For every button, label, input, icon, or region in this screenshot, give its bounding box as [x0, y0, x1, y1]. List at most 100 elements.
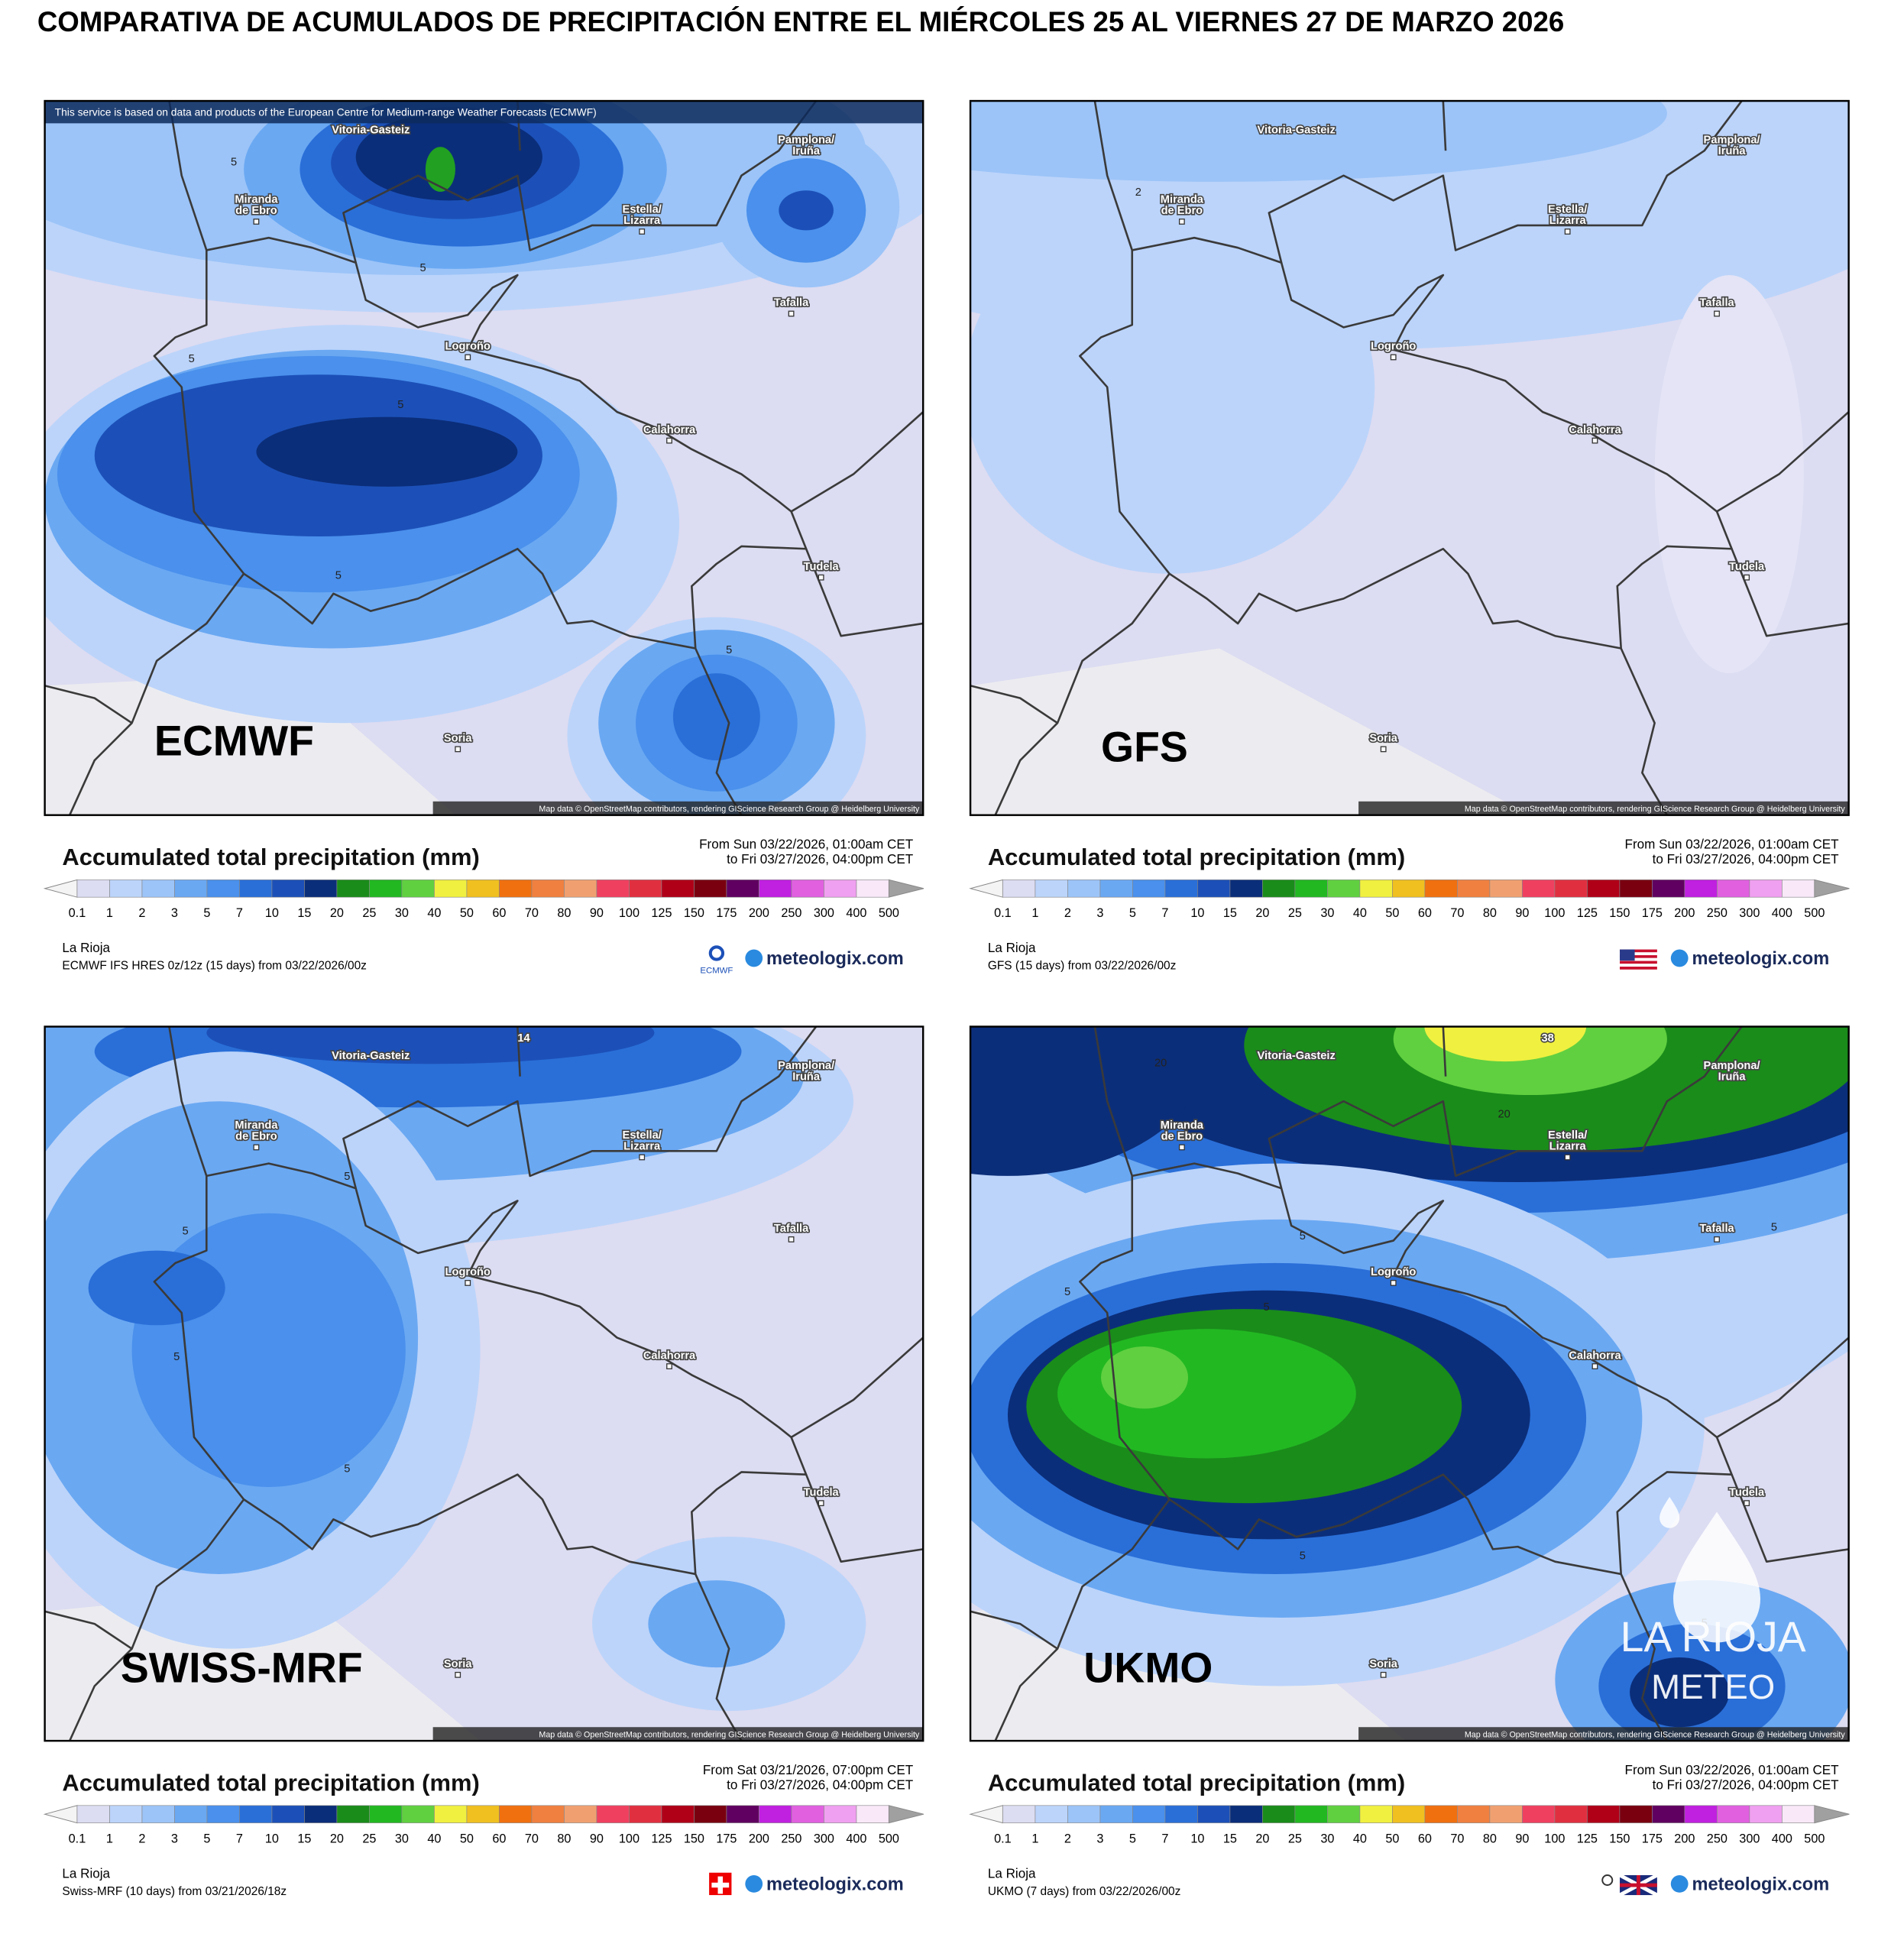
- period-to: to Fri 03/27/2026, 04:00pm CET: [1653, 852, 1840, 867]
- map-gfs: [970, 101, 1849, 815]
- brand: meteologix.com: [766, 1875, 904, 1895]
- place-dot: [253, 1144, 260, 1151]
- scale-swatch: [824, 880, 857, 898]
- scale-swatch: [1749, 1805, 1783, 1823]
- period-from: From Sun 03/22/2026, 01:00am CET: [699, 837, 914, 852]
- contour-label: 38: [1541, 1032, 1553, 1045]
- flag-stripe: [1620, 967, 1657, 970]
- place-label: Tudela: [1729, 1486, 1765, 1498]
- scale-label: 50: [460, 906, 474, 920]
- legend: Accumulated total precipitation (mm) From…: [969, 837, 1850, 973]
- place-dot: [1564, 1154, 1571, 1161]
- place-label: Logroño: [1371, 341, 1416, 353]
- place-label: de Ebro: [1161, 1131, 1203, 1143]
- scale-swatch: [694, 880, 727, 898]
- scale-label: 175: [716, 906, 737, 920]
- scale-swatch: [824, 1805, 857, 1823]
- scale-label: 25: [1288, 1832, 1302, 1846]
- logo-text: ECMWF: [700, 966, 733, 975]
- scale-swatch: [1197, 1805, 1231, 1823]
- scale-label: 3: [1096, 906, 1103, 920]
- scale-label: 125: [651, 1832, 672, 1846]
- scale-label: 70: [1450, 906, 1464, 920]
- scale-swatch: [1587, 1805, 1621, 1823]
- legend-title: Accumulated total precipitation (mm): [988, 844, 1405, 870]
- scale-label: 5: [203, 906, 210, 920]
- scale-label: 250: [781, 906, 801, 920]
- flag-canton: [1620, 949, 1635, 961]
- brand: meteologix.com: [1692, 949, 1829, 969]
- place-label: Lizarra: [623, 215, 661, 227]
- scale-arrow-left: [43, 879, 78, 898]
- brand-globe: [745, 949, 763, 967]
- scale-swatch: [1554, 880, 1588, 898]
- place-label: Tafalla: [1699, 297, 1734, 309]
- scale-swatch: [369, 1805, 403, 1823]
- place-label: Miranda: [235, 194, 278, 206]
- scale-label: 500: [879, 906, 899, 920]
- place-label: Pamplona/: [1704, 1060, 1760, 1072]
- scale-swatch: [1424, 1805, 1458, 1823]
- scale-arrow-right: [1814, 1805, 1850, 1824]
- scale-swatch: [141, 1805, 175, 1823]
- scale-swatch: [1294, 1805, 1328, 1823]
- scale-swatch: [759, 1805, 792, 1823]
- scale-swatch: [1262, 880, 1296, 898]
- place-label: Vitoria-Gasteiz: [1258, 124, 1336, 136]
- place-label: Logroño: [445, 341, 491, 353]
- place-label: Estella/: [623, 1129, 662, 1142]
- scale-swatch: [1002, 880, 1036, 898]
- scale-label: 80: [557, 906, 571, 920]
- region: La Rioja: [988, 1866, 1036, 1881]
- scale-swatch: [1652, 1805, 1685, 1823]
- place-label: Calahorra: [643, 424, 696, 436]
- scale-swatch: [726, 880, 759, 898]
- place-label: Vitoria-Gasteiz: [1258, 1050, 1336, 1062]
- place-label: Vitoria-Gasteiz: [332, 124, 410, 136]
- scale-label: 15: [297, 1832, 311, 1846]
- brand-globe: [1670, 1874, 1689, 1893]
- place-dot: [666, 437, 672, 444]
- scale-swatch: [466, 880, 500, 898]
- period-to: to Fri 03/27/2026, 04:00pm CET: [727, 852, 914, 867]
- scale-label: 10: [265, 1832, 279, 1846]
- scale-label: 125: [651, 906, 672, 920]
- run-info: ECMWF IFS HRES 0z/12z (15 days) from 03/…: [62, 960, 367, 973]
- scale-swatch: [564, 1805, 597, 1823]
- scale-label: 1: [106, 1832, 113, 1846]
- scale-swatch: [466, 1805, 500, 1823]
- place-label: Lizarra: [1549, 1141, 1587, 1153]
- contour-label: 2: [1135, 186, 1141, 199]
- place-label: Estella/: [623, 204, 662, 216]
- scale-label: 150: [1609, 906, 1630, 920]
- scale-label: 150: [684, 1832, 704, 1846]
- scale-label: 60: [492, 906, 506, 920]
- scale-label: 90: [590, 1832, 604, 1846]
- contour-label: 14: [517, 1032, 530, 1045]
- scale-swatch: [1035, 880, 1068, 898]
- scale-arrow-left: [43, 1805, 78, 1824]
- credit-bar: [1358, 1727, 1849, 1741]
- place-dot: [1178, 1144, 1185, 1151]
- scale-label: 2: [138, 1832, 145, 1846]
- contour-label: 5: [344, 1463, 350, 1475]
- map-credit: Map data © OpenStreetMap contributors, r…: [539, 1730, 920, 1739]
- scale-swatch: [1164, 1805, 1198, 1823]
- scale-label: 150: [684, 906, 704, 920]
- brand-globe: [1670, 949, 1689, 967]
- place-label: Estella/: [1548, 1129, 1587, 1142]
- scale-label: 15: [1223, 1832, 1237, 1846]
- scale-swatch: [1424, 880, 1458, 898]
- scale-swatch: [1099, 1805, 1133, 1823]
- scale-label: 20: [1255, 1832, 1269, 1846]
- scale-swatch: [76, 1805, 110, 1823]
- scale-label: 30: [395, 1832, 409, 1846]
- scale-swatch: [1782, 880, 1815, 898]
- scale-label: 200: [749, 906, 769, 920]
- contour-label: 5: [335, 569, 342, 582]
- watermark: METEO: [1651, 1667, 1775, 1706]
- place-label: Calahorra: [1569, 1349, 1621, 1362]
- scale-swatch: [1392, 880, 1426, 898]
- place-dot: [788, 310, 795, 317]
- page-title: COMPARATIVA DE ACUMULADOS DE PRECIPITACI…: [37, 5, 1564, 37]
